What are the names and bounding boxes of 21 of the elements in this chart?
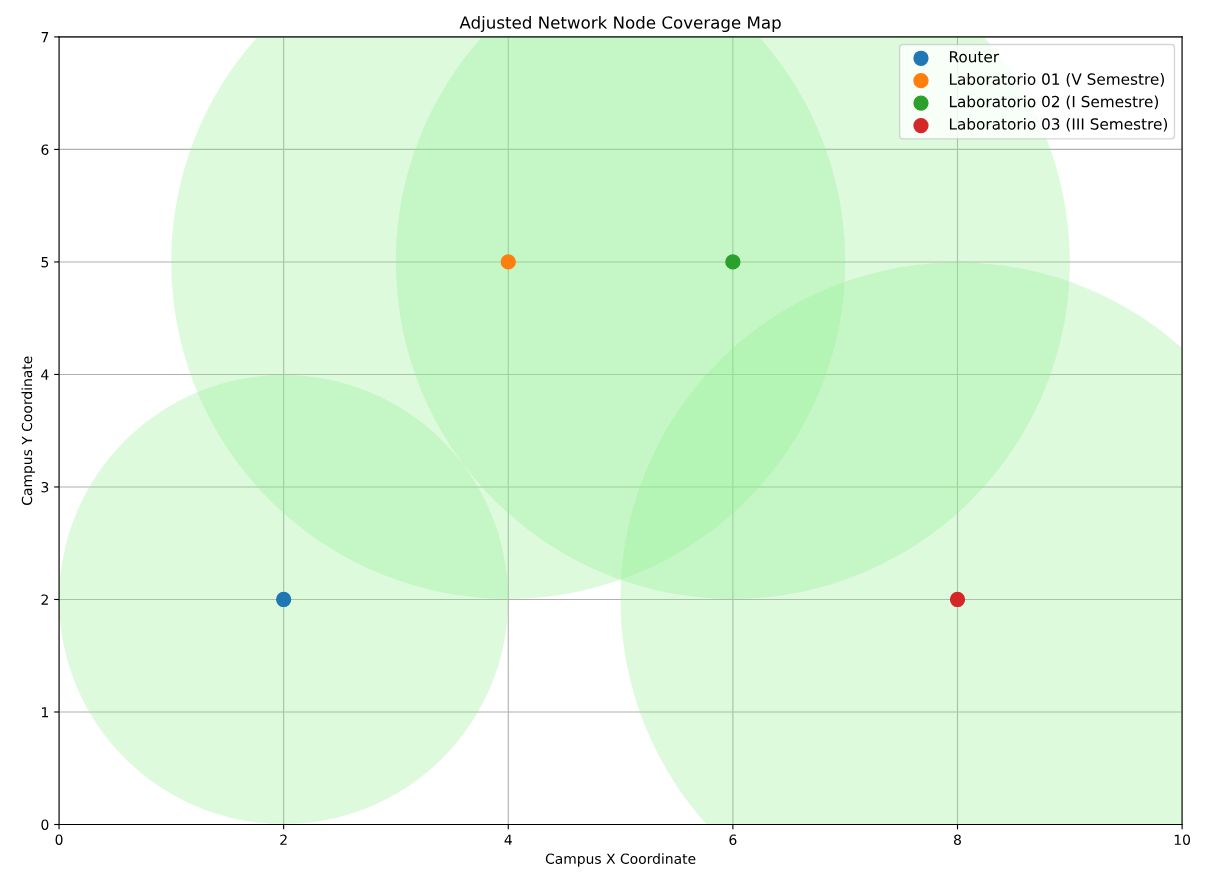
- x-axis-title: Campus X Coordinate: [545, 853, 696, 867]
- x-tick-label: 8: [954, 834, 961, 845]
- legend-label: Laboratorio 02 (I Semestre): [949, 95, 1159, 110]
- x-tick-label: 2: [280, 834, 287, 845]
- y-tick-label: 0: [41, 819, 49, 830]
- legend-label: Router: [949, 51, 1000, 63]
- x-tick-label: 4: [504, 834, 512, 845]
- legend-label: Laboratorio 03 (III Semestre): [949, 117, 1168, 132]
- y-tick-label: 3: [41, 481, 49, 493]
- y-tick-label: 1: [42, 707, 49, 718]
- y-tick-label: 4: [41, 369, 49, 380]
- y-tick-label: 7: [41, 32, 49, 43]
- y-axis-title: Campus Y Coordinate: [21, 356, 35, 505]
- y-tick-label: 2: [41, 594, 48, 605]
- x-tick-label: 6: [729, 834, 737, 845]
- y-tick-label: 5: [41, 257, 49, 268]
- legend-label: Laboratorio 01 (V Semestre): [949, 73, 1164, 87]
- x-tick-label: 0: [55, 834, 63, 845]
- x-tick-label: 10: [1174, 834, 1191, 845]
- y-tick-label: 6: [41, 144, 49, 155]
- chart-title: Adjusted Network Node Coverage Map: [459, 15, 781, 33]
